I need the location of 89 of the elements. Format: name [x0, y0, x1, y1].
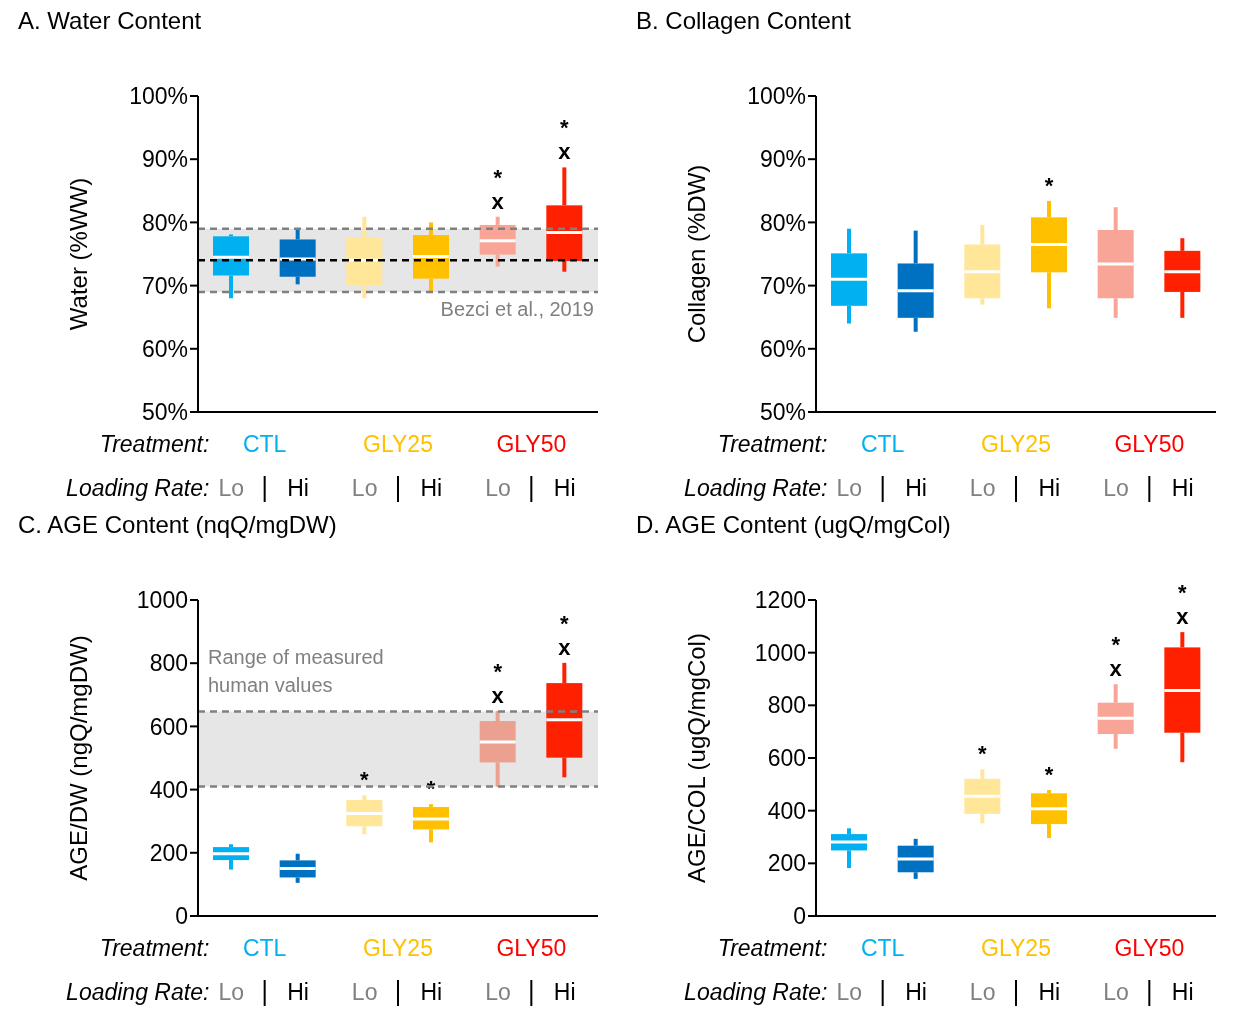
x-tick-label: Lo — [836, 475, 863, 501]
y-tick-label: 1000 — [754, 639, 806, 666]
y-tick-label: 50% — [759, 399, 806, 426]
text: * — [360, 767, 369, 793]
x-tick-label: Lo — [969, 475, 996, 501]
text: Treatment: — [99, 431, 210, 457]
text: CTL — [860, 935, 905, 961]
chart-title: D. AGE Content (ugQ/mgCol) — [635, 511, 952, 538]
text: GLY25 — [981, 431, 1051, 457]
y-tick-label: 80% — [759, 209, 806, 236]
text: GLY25 — [363, 431, 433, 457]
text: Treatment: — [717, 935, 828, 961]
y-tick-label: 70% — [759, 272, 806, 299]
x-tick-label: Hi — [287, 979, 309, 1005]
y-tick-label: 90% — [759, 146, 806, 173]
x-tick-label: Lo — [218, 979, 245, 1005]
text: GLY25 — [981, 935, 1051, 961]
text: Loading Rate: — [66, 475, 210, 501]
x-tick-label: Hi — [1038, 979, 1061, 1005]
y-tick-label: 600 — [149, 713, 188, 740]
y-tick-label: 1200 — [754, 587, 806, 614]
x-tick-label: Lo — [485, 475, 511, 501]
chart-title: C. AGE Content (nqQ/mgDW) — [17, 511, 338, 538]
y-axis-title: Collagen (%DW) — [682, 164, 710, 344]
y-tick-label: 400 — [767, 797, 806, 824]
y-tick-label: 800 — [767, 692, 806, 719]
x-tick-label: Lo — [1103, 979, 1129, 1005]
x-tick-label: Lo — [969, 979, 996, 1005]
y-tick-label: 1000 — [136, 587, 188, 614]
text: * x — [491, 658, 504, 708]
x-tick-label: Hi — [553, 979, 576, 1005]
x-tick-label: Hi — [905, 979, 927, 1005]
y-tick-label: 60% — [759, 335, 806, 362]
text: CTL — [860, 431, 905, 457]
x-tick-label: Hi — [553, 475, 576, 501]
chart-title: A. Water Content — [17, 7, 203, 34]
y-tick-label: 400 — [149, 776, 188, 803]
x-tick-label: Lo — [485, 979, 511, 1005]
x-tick-label: Lo — [351, 979, 378, 1005]
text: CTL — [242, 431, 287, 457]
y-axis-title: AGE/DW (ngQ/mgDW) — [64, 635, 92, 881]
y-tick-label: 200 — [149, 839, 188, 866]
x-tick-label: Hi — [1038, 475, 1061, 501]
text: GLY50 — [1114, 431, 1185, 457]
y-tick-label: 50% — [141, 399, 188, 426]
text: * x — [1176, 580, 1189, 630]
text: Loading Rate: — [684, 475, 828, 501]
chart-title: B. Collagen Content — [635, 7, 852, 34]
text: * — [1044, 762, 1054, 788]
y-tick-label: 100% — [747, 83, 806, 110]
text: Treatment: — [717, 431, 828, 457]
text: Loading Rate: — [684, 979, 828, 1005]
y-tick-label: 90% — [141, 146, 188, 173]
x-tick-label: Hi — [420, 979, 443, 1005]
text: * — [1044, 172, 1054, 198]
x-tick-label: Lo — [351, 475, 378, 501]
text: CTL — [242, 935, 287, 961]
text: GLY50 — [496, 431, 567, 457]
text: Treatment: — [99, 935, 210, 961]
y-tick-label: 70% — [141, 272, 188, 299]
y-tick-label: 60% — [141, 335, 188, 362]
y-tick-label: 80% — [141, 209, 188, 236]
band-label: Range of measured human values — [208, 645, 384, 696]
text: * x — [558, 115, 571, 165]
y-tick-label: 0 — [175, 903, 188, 930]
text: * x — [1109, 632, 1122, 682]
x-tick-label: Hi — [287, 475, 309, 501]
text: Loading Rate: — [66, 979, 210, 1005]
x-tick-label: Lo — [836, 979, 863, 1005]
band-label: Bezci et al., 2019 — [440, 297, 594, 320]
x-tick-label: Hi — [420, 475, 443, 501]
y-axis-title: AGE/COL (ugQ/mgCol) — [682, 633, 710, 883]
x-tick-label: Hi — [1171, 979, 1194, 1005]
text: * x — [558, 610, 571, 660]
y-tick-label: 200 — [767, 850, 806, 877]
text: * — [978, 741, 987, 767]
y-tick-label: 0 — [793, 903, 806, 930]
text: GLY50 — [1114, 935, 1185, 961]
x-tick-label: Lo — [218, 475, 245, 501]
x-tick-label: Hi — [1171, 475, 1194, 501]
y-tick-label: 100% — [129, 83, 188, 110]
y-tick-label: 600 — [767, 745, 806, 772]
text: GLY25 — [363, 935, 433, 961]
y-tick-label: 800 — [149, 650, 188, 677]
x-tick-label: Hi — [905, 475, 927, 501]
y-axis-title: Water (%WW) — [64, 177, 92, 331]
text: * x — [491, 164, 504, 214]
x-tick-label: Lo — [1103, 475, 1129, 501]
text: GLY50 — [496, 935, 567, 961]
